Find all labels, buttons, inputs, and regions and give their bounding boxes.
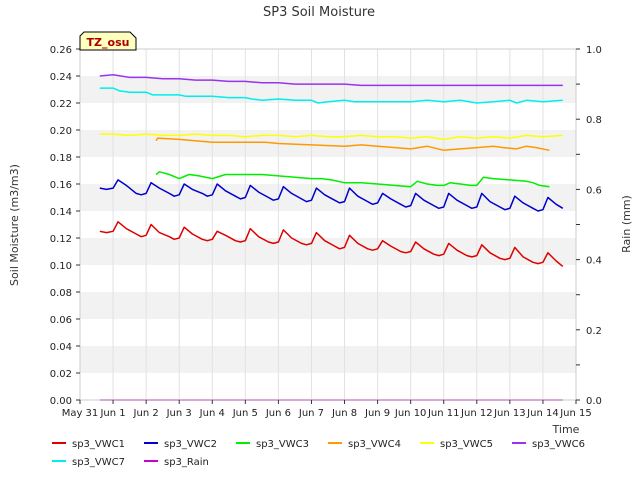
grid-band (80, 76, 576, 103)
legend-item-sp3-vwc1: sp3_VWC1 (52, 439, 125, 450)
grid-band (80, 346, 576, 373)
y2-tick-label: 0.2 (586, 326, 602, 337)
x-tick-label: Jun 8 (331, 408, 357, 419)
series-line-sp3-vwc5 (99, 133, 563, 141)
x-ticks: May 31 Jun 1 Jun 2 Jun 3 Jun 4 Jun 5 Jun 6 Jun … (62, 400, 592, 419)
y-tick-label: 0.12 (50, 234, 72, 245)
legend-label: sp3_VWC1 (72, 439, 125, 450)
site-badge: TZ_osu (79, 31, 137, 51)
y-tick-label: 0.26 (50, 45, 72, 56)
y-ticks: 0.00 0.02 0.04 0.06 0.08 0.10 0.12 0.14 0.16 0.18… (50, 45, 80, 407)
series-line-sp3-vwc1 (99, 221, 564, 267)
y-tick-label: 0.14 (50, 207, 72, 218)
y2-tick-label: 0.0 (586, 396, 602, 407)
x-tick-label: Jun 11 (427, 408, 460, 419)
legend: sp3_VWC1 sp3_VWC2 sp3_VWC3 sp3_VWC4 sp3_VWC5… (52, 439, 585, 468)
series-line-sp3-vwc4 (155, 137, 550, 152)
x-tick-label: Jun 6 (265, 408, 291, 419)
series-layer (99, 73, 564, 401)
legend-label: sp3_Rain (164, 457, 209, 468)
legend-item-sp3-vwc6: sp3_VWC6 (512, 439, 585, 450)
x-tick-label: Jun 3 (166, 408, 192, 419)
y2-ticks: 0.0 0.2 0.4 0.6 0.8 1.0 (576, 45, 602, 407)
grid-band (80, 130, 576, 157)
legend-item-sp3-rain: sp3_Rain (144, 457, 209, 468)
x-tick-label: Jun 15 (559, 408, 592, 419)
legend-item-sp3-vwc5: sp3_VWC5 (420, 439, 493, 450)
chart-title: SP3 Soil Moisture (263, 5, 375, 20)
grid-band (80, 49, 576, 76)
legend-label: sp3_VWC3 (256, 439, 309, 450)
legend-label: sp3_VWC2 (164, 439, 217, 450)
x-tick-label: Jun 13 (493, 408, 526, 419)
y-tick-label: 0.08 (50, 288, 72, 299)
y-axis-label: Soil Moisture (m3/m3) (8, 164, 21, 286)
grid-band (80, 292, 576, 319)
y2-tick-label: 1.0 (586, 45, 602, 56)
x-tick-label: Jun 2 (133, 408, 159, 419)
y2-tick-label: 0.4 (586, 256, 602, 267)
grid-band (80, 373, 576, 400)
vertical-gridlines (79, 49, 577, 400)
y-tick-label: 0.00 (50, 396, 72, 407)
x-tick-label: Jun 1 (99, 408, 125, 419)
y2-tick-label: 0.6 (586, 185, 602, 196)
x-tick-label: Jun 12 (460, 408, 493, 419)
y-tick-label: 0.06 (50, 315, 72, 326)
grid-band (80, 211, 576, 238)
legend-item-sp3-vwc2: sp3_VWC2 (144, 439, 217, 450)
legend-item-sp3-vwc4: sp3_VWC4 (328, 439, 401, 450)
y2-tick-label: 0.8 (586, 115, 602, 126)
y-tick-label: 0.18 (50, 153, 72, 164)
legend-label: sp3_VWC6 (532, 439, 585, 450)
y-tick-label: 0.16 (50, 180, 72, 191)
x-tick-label: Jun 4 (199, 408, 225, 419)
site-badge-label: TZ_osu (87, 36, 130, 49)
grid-band (80, 265, 576, 292)
legend-label: sp3_VWC5 (440, 439, 493, 450)
y2-axis-label: Rain (mm) (620, 195, 633, 253)
series-line-sp3-vwc6 (99, 73, 563, 87)
legend-item-sp3-vwc3: sp3_VWC3 (236, 439, 309, 450)
x-tick-label: May 31 (62, 408, 99, 419)
grid-band (80, 184, 576, 211)
legend-item-sp3-vwc7: sp3_VWC7 (52, 457, 125, 468)
y-tick-label: 0.20 (50, 126, 72, 137)
series-line-sp3-vwc7 (99, 87, 563, 104)
grid-bands (80, 49, 576, 400)
series-line-sp3-vwc3 (155, 171, 550, 188)
x-tick-label: Jun 14 (526, 408, 559, 419)
grid-band (80, 319, 576, 346)
x-tick-label: Jun 5 (232, 408, 258, 419)
grid-band (80, 103, 576, 130)
legend-label: sp3_VWC4 (348, 439, 401, 450)
x-tick-label: Jun 7 (298, 408, 324, 419)
site-badge-box (79, 31, 137, 51)
y-tick-label: 0.02 (50, 369, 72, 380)
series-line-sp3-vwc2 (99, 179, 564, 212)
legend-label: sp3_VWC7 (72, 457, 125, 468)
x-tick-label: Jun 10 (394, 408, 427, 419)
x-axis-label: Time (552, 423, 580, 436)
y-tick-label: 0.22 (50, 99, 72, 110)
y-tick-label: 0.24 (50, 72, 72, 83)
y-tick-label: 0.04 (50, 342, 72, 353)
x-tick-label: Jun 9 (364, 408, 390, 419)
y-tick-label: 0.10 (50, 261, 72, 272)
